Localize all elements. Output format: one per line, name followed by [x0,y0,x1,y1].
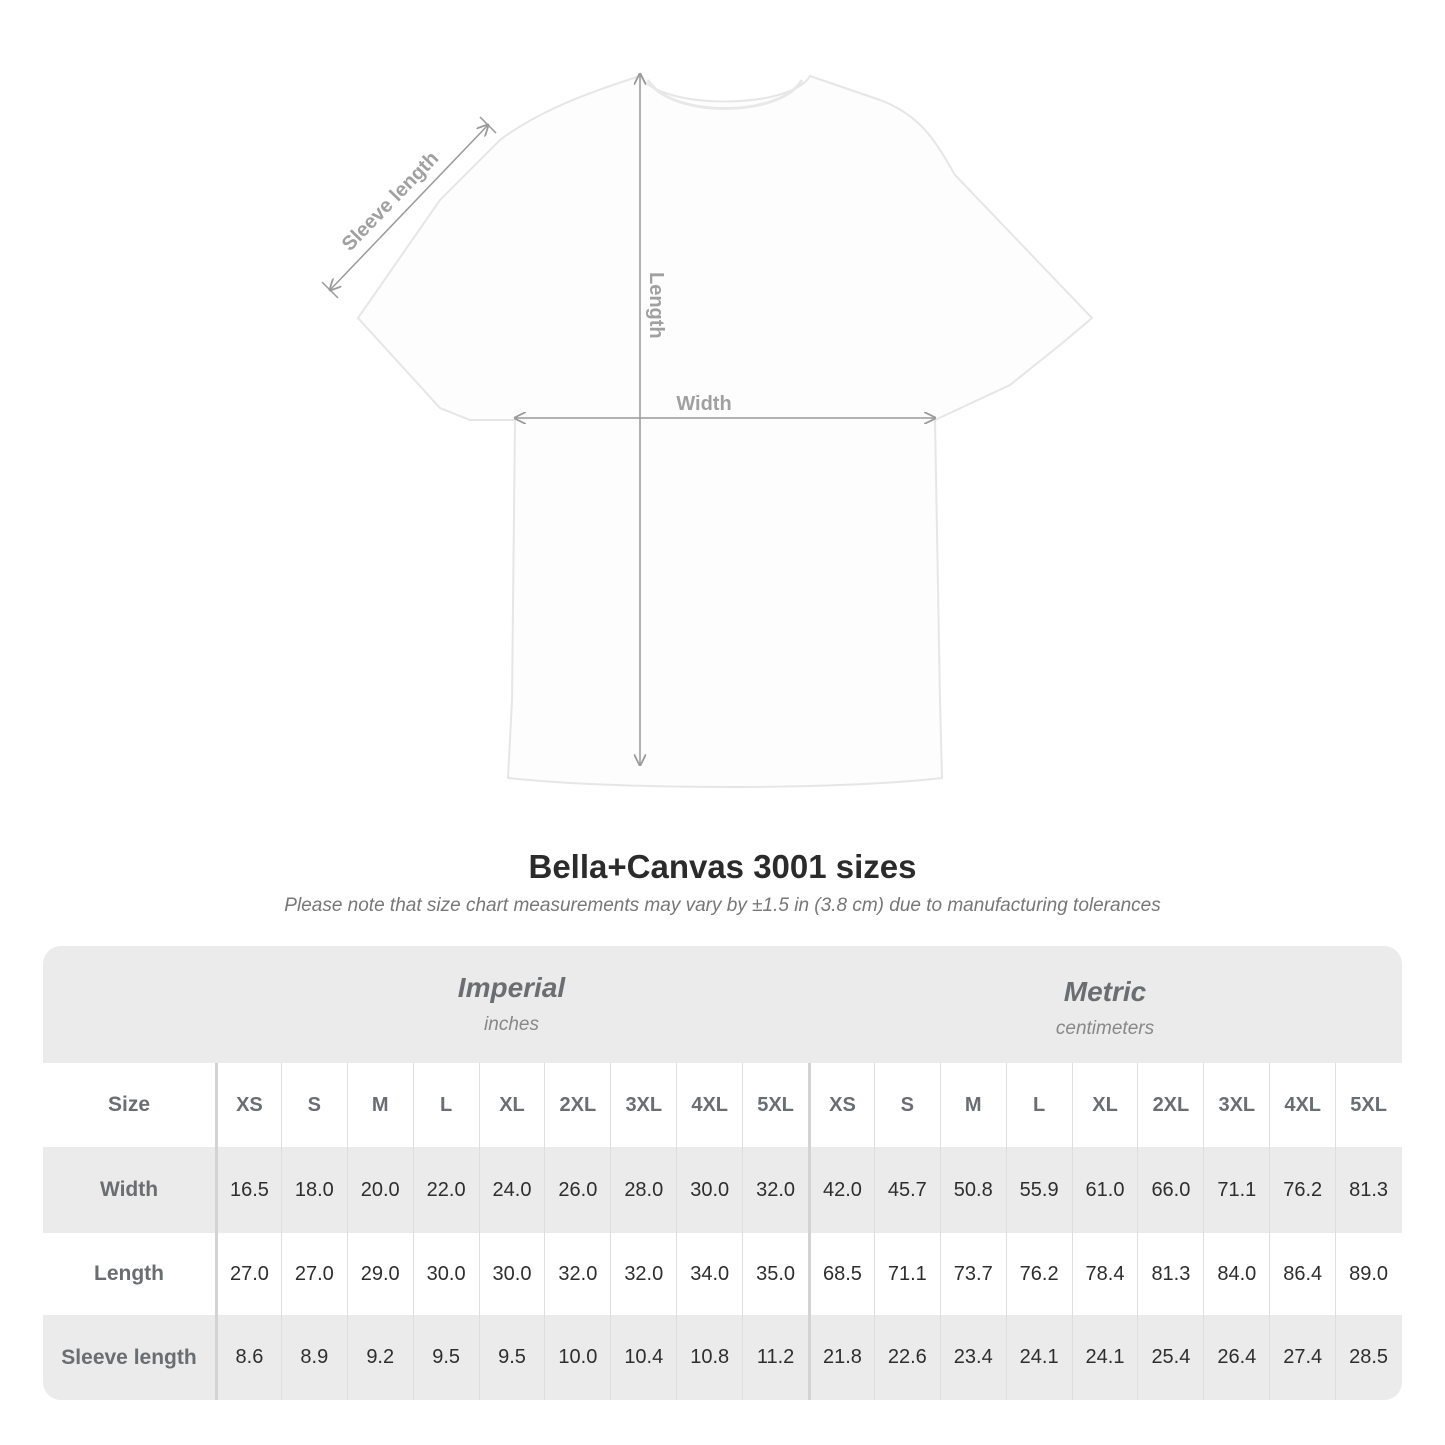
size-header-cell: XL [478,1063,545,1147]
metric-title: Metric [1063,976,1147,1007]
size-header-cell: L [1005,1063,1072,1147]
table-row-sleeve-length: Sleeve length 8.6 8.9 9.2 9.5 9.5 10.0 10.4 10.8… [43,1315,1402,1400]
table-cell: 22.0 [412,1147,479,1233]
row-label: Length [94,1262,164,1285]
sleeve-measure-line [330,125,488,290]
table-cell: 30.0 [412,1233,479,1315]
size-header-cell: 3XL [1203,1063,1269,1147]
size-header-cell: 2XL [544,1063,610,1147]
table-cell: 34.0 [676,1233,742,1315]
table-cell: 23.4 [939,1315,1006,1400]
table-cell: 10.4 [610,1315,676,1400]
table-cell: 9.2 [346,1315,413,1400]
table-cell: 24.1 [1071,1315,1138,1400]
size-header-cell: 4XL [1269,1063,1335,1147]
table-cell: 21.8 [808,1315,874,1400]
size-table: Imperial inches Metric centimeters Size … [43,946,1402,1400]
table-cell: 20.0 [346,1147,413,1233]
table-cell: 42.0 [808,1147,874,1233]
table-cell: 78.4 [1071,1233,1138,1315]
table-cell: 16.5 [215,1147,281,1233]
table-cell: 71.1 [1203,1147,1269,1233]
table-cell: 10.0 [544,1315,610,1400]
table-cell: 18.0 [280,1147,347,1233]
size-header-cell: XL [1071,1063,1138,1147]
table-cell: 35.0 [742,1233,808,1315]
table-cell: 50.8 [939,1147,1006,1233]
table-cell: 10.8 [676,1315,742,1400]
table-cell: 24.1 [1005,1315,1072,1400]
table-cell: 28.0 [610,1147,676,1233]
size-header-cell: XS [808,1063,874,1147]
table-cell: 89.0 [1335,1233,1401,1315]
table-cell: 32.0 [544,1233,610,1315]
table-cell: 11.2 [742,1315,808,1400]
table-cell: 45.7 [873,1147,940,1233]
table-cell: 28.5 [1335,1315,1401,1400]
table-cell: 81.3 [1137,1233,1203,1315]
size-header-cell: 5XL [742,1063,808,1147]
size-header-cell: 2XL [1137,1063,1203,1147]
table-cell: 9.5 [478,1315,545,1400]
tshirt-shape [356,74,1094,788]
table-row-length: Length 27.0 27.0 29.0 30.0 30.0 32.0 32.0 34.0 35… [43,1233,1402,1315]
table-cell: 8.9 [280,1315,347,1400]
row-label: Sleeve length [61,1345,197,1369]
size-header-cell: XS [215,1063,281,1147]
size-header-cell: 3XL [610,1063,676,1147]
table-cell: 8.6 [215,1315,281,1400]
table-cell: 30.0 [676,1147,742,1233]
table-cell: 71.1 [873,1233,940,1315]
imperial-header: Imperial inches [215,946,808,1063]
table-cell: 61.0 [1071,1147,1138,1233]
size-header-cell: 4XL [676,1063,742,1147]
table-cell: 30.0 [478,1233,545,1315]
size-header-cell: M [939,1063,1006,1147]
table-cell: 27.0 [280,1233,347,1315]
size-label: Size [107,1093,151,1116]
table-cell: 22.6 [873,1315,940,1400]
table-cell: 76.2 [1005,1233,1072,1315]
table-row-width: Width 16.5 18.0 20.0 22.0 24.0 26.0 28.0 30.0 32.… [43,1147,1402,1233]
size-header-cell: 5XL [1335,1063,1401,1147]
table-cell: 55.9 [1005,1147,1072,1233]
tshirt-diagram: Sleeve length Length Width [321,0,1094,788]
table-cell: 29.0 [346,1233,413,1315]
table-cell: 32.0 [610,1233,676,1315]
width-label: Width [676,393,731,415]
table-cell: 73.7 [939,1233,1006,1315]
size-header-cell: M [346,1063,413,1147]
table-cell: 25.4 [1137,1315,1203,1400]
table-cell: 84.0 [1203,1233,1269,1315]
row-label: Width [99,1178,159,1201]
table-cell: 24.0 [478,1147,545,1233]
imperial-title: Imperial [457,972,566,1003]
imperial-unit: inches [484,1014,539,1035]
metric-unit: centimeters [1055,1018,1155,1039]
table-cell: 26.4 [1203,1315,1269,1400]
table-cell: 86.4 [1269,1233,1335,1315]
table-cell: 9.5 [412,1315,479,1400]
table-cell: 66.0 [1137,1147,1203,1233]
table-cell: 27.0 [215,1233,281,1315]
page-title: Bella+Canvas 3001 sizes [528,848,917,885]
table-cell: 76.2 [1269,1147,1335,1233]
size-header-cell: S [280,1063,347,1147]
table-cell: 68.5 [808,1233,874,1315]
table-cell: 27.4 [1269,1315,1335,1400]
size-header-cell: L [412,1063,479,1147]
metric-header: Metric centimeters [808,946,1402,1063]
table-cell: 26.0 [544,1147,610,1233]
tolerance-note: Please note that size chart measurements… [284,895,1161,916]
length-label: Length [645,272,667,339]
table-cell: 81.3 [1335,1147,1401,1233]
size-header-row: Size XS S M L XL 2XL 3XL 4XL 5XL XS S M L XL 2XL 3XL 4XL… [43,1063,1402,1147]
size-header-cell: S [873,1063,940,1147]
table-cell: 32.0 [742,1147,808,1233]
